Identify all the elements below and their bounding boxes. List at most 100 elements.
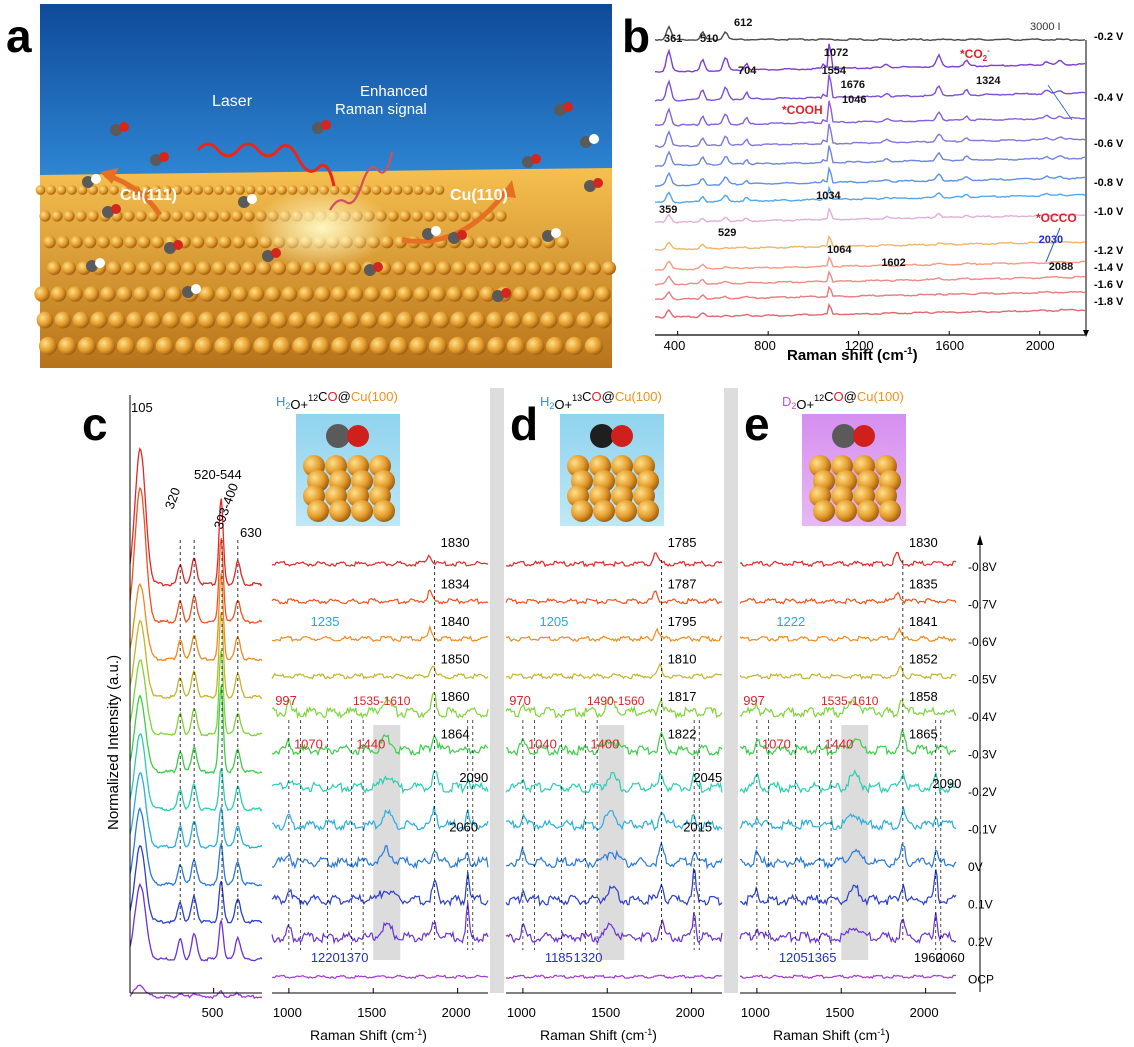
cu-atom [70,235,83,249]
cu-atom [243,210,255,222]
d-title-part: @ [602,389,615,404]
panel-b: b 400 800 1200 1600 2000 Raman shift (cm-1) … [622,10,1124,364]
b-potential-label: -0.4 V [1094,92,1124,104]
c-co-peak-label: 1864 [441,727,470,742]
cu-atom [562,286,578,302]
cu-atom [62,261,76,275]
cu-atom [512,286,529,302]
inset-cu-atom [857,500,879,522]
cu-atom [205,235,218,249]
c-spectrum-trace [271,665,489,680]
e-co-peak-label: 1830 [909,535,938,550]
d-blue-peak-label: 1185 [545,950,573,965]
d-red-peak-label: 1040 [528,737,557,752]
oxygen-atom [589,134,599,144]
cu-atom [558,311,576,329]
d-co-peak-label: 1785 [668,535,697,550]
oxygen-atom [457,230,467,240]
cu-atom [542,261,556,275]
c-red-peak-label: 1440 [356,737,385,752]
cde-spectra [129,447,957,1000]
cu-atom [214,185,224,195]
cu-atom [399,210,411,222]
cu-atom [144,311,162,329]
cu-atom [423,210,435,222]
b-potential-labels: -0.2 V -0.4 V -0.6 V -0.8 V -1.0 V -1.2 V -1.4… [1094,31,1124,308]
b-potential-label: -1.2 V [1094,245,1124,257]
cu-atom [413,286,430,302]
e-x-axis-title: Raman Shift (cm-1) [773,1027,890,1043]
b-peak-label: 612 [734,17,752,29]
b-peak-label: 1602 [881,257,905,269]
c-title-part: C [318,389,327,404]
inset-carbon-atom [590,424,614,448]
b-spectrum-trace [654,302,1086,319]
b-peak-label: 510 [700,33,718,45]
b-potential-label: -1.6 V [1094,279,1124,291]
c-co-peak-label: 1834 [441,577,470,592]
cu-atom [231,210,243,222]
cu-atom [256,185,266,195]
cu-atom [126,311,144,329]
c-title-part: H [276,394,285,409]
cu-atom [324,311,342,329]
c-low-frequency-trace [129,486,263,625]
c-tick-label: 2000 [442,1005,471,1020]
e-spectrum-trace [739,591,957,605]
cu-atom [479,286,496,302]
e-spectrum-trace [739,626,957,643]
cu-atom [122,261,136,275]
cde-y-axis-title: Normalized Intensity (a.u.) [105,655,122,830]
cde-model-insets [296,414,906,526]
cu-atom [87,210,99,222]
arrow-cu110-head [500,180,516,198]
d-spectrum-trace [505,627,723,643]
e-spectrum-trace [739,806,957,832]
cu-atom [487,336,506,356]
oxygen-atom [321,120,331,130]
inset-cu-atom [593,500,615,522]
e-tick-label: 1500 [825,1005,854,1020]
cu-atom [233,336,253,356]
cu-atom [171,210,183,222]
oxygen-atom [91,174,101,184]
d-title-part: C [582,389,591,404]
cu-atom [135,210,147,222]
b-spectrum-trace [654,24,1086,42]
b-spectrum-trace [654,123,1086,149]
oxygen-atom [563,102,573,112]
cu-atom [389,336,409,356]
cu-atom [119,185,130,195]
cu-atom [212,261,226,275]
inset-cu-atom [307,500,329,522]
cde-potential-label: -0.4V [968,710,997,724]
c-low-peak-label: 630 [240,525,262,540]
cu-atom [100,286,116,302]
c-low-frequency-trace [129,984,263,1000]
c-title-part: O+ [290,397,308,412]
cu-atom [272,336,292,356]
cu-atom [594,311,612,329]
arrow-cu111-head [100,168,118,184]
d-co-peak-label: 1795 [668,614,697,629]
b-peak-label: 1046 [842,94,866,106]
cu-atom [432,311,450,329]
cu-atom [227,261,241,275]
cu-atom [512,261,526,275]
b-potential-label: -0.6 V [1094,138,1124,150]
e-red-peak-label: 997 [743,693,765,708]
cu-atom [360,311,378,329]
c-red-peak-label: 1070 [294,737,323,752]
cu111-label: Cu(111) [120,187,177,204]
inset-oxygen-atom [853,425,875,447]
e-cyan-peak-label: 1222 [776,614,805,629]
c-title-part: 2 [285,401,290,411]
inset-carbon-atom [326,424,350,448]
c-low-frequency-trace [129,772,262,850]
e-co-peak-label: 1858 [909,689,938,704]
shaded-band-c [373,725,401,960]
c-co-peak-label: 1830 [441,535,470,550]
cu-atom [435,210,447,222]
b-peak-label: 2030 [1039,234,1063,246]
cu-atom [331,286,347,302]
